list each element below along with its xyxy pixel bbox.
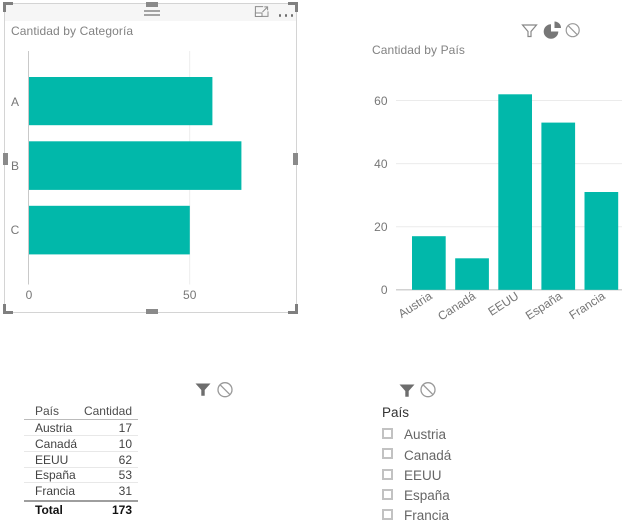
svg-text:B: B — [11, 159, 19, 173]
svg-text:EEUU: EEUU — [486, 289, 522, 319]
svg-text:Austria: Austria — [396, 289, 435, 321]
svg-text:50: 50 — [183, 288, 197, 302]
svg-text:60: 60 — [374, 94, 388, 108]
svg-text:España: España — [523, 289, 565, 323]
svg-text:20: 20 — [374, 220, 388, 234]
svg-text:0: 0 — [26, 288, 33, 302]
svg-text:0: 0 — [381, 283, 388, 297]
svg-text:A: A — [11, 95, 19, 109]
svg-text:Francia: Francia — [566, 289, 607, 323]
svg-text:40: 40 — [374, 157, 388, 171]
svg-text:Canadá: Canadá — [435, 289, 478, 324]
svg-text:C: C — [11, 223, 20, 237]
